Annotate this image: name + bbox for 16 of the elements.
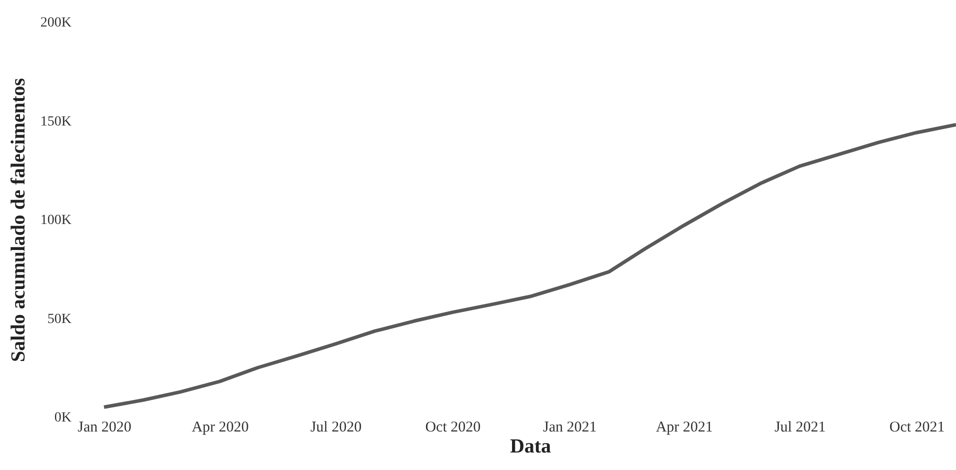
x-tick-label: Apr 2021 [656,420,713,436]
x-tick-label: Jan 2021 [543,420,597,436]
y-axis-title: Saldo acumulado de falecimentos [7,78,30,362]
y-tick-label: 200K [40,16,72,30]
line-series [102,122,956,409]
y-tick-label: 100K [40,213,72,228]
y-tick-label: 150K [40,114,72,130]
y-tick-label: 50K [47,312,72,327]
x-tick-label: Apr 2020 [192,420,249,436]
x-tick-label: Jul 2021 [774,420,826,436]
x-tick-label: Jan 2020 [78,420,132,436]
x-tick-label: Jul 2020 [310,420,362,436]
x-tick-label: Oct 2020 [425,420,481,436]
x-tick-label: Oct 2021 [889,420,945,436]
x-axis-title: Data [510,436,552,458]
y-tick-label: 0K [54,410,72,426]
